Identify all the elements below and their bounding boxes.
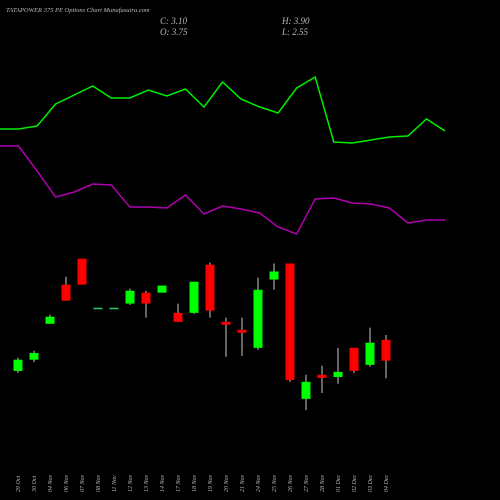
candle-body [45, 316, 55, 324]
summary-close: C: 3.10 [160, 16, 188, 26]
x-tick-label: 06 Nov [64, 474, 70, 492]
x-tick-label: 24 Nov [255, 474, 262, 492]
x-tick-label: 04 Dec [383, 475, 390, 492]
candle-body [301, 381, 311, 399]
x-tick-label: 29 Oct [16, 476, 22, 492]
chart-title: TATAPOWER 375 PE Options Chart Munafasut… [6, 7, 150, 14]
x-tick-label: 13 Nov [144, 474, 150, 492]
x-tick-label: 14 Nov [159, 474, 166, 492]
candle-body [285, 263, 295, 380]
summary-open: O: 3.75 [160, 27, 188, 37]
x-tick-label: 26 Nov [288, 474, 294, 492]
candle-body [157, 285, 167, 293]
x-tick-label: 12 Nov [128, 474, 134, 492]
summary-low: L: 2.55 [281, 27, 309, 37]
candle-body [237, 329, 247, 333]
x-tick-label: 08 Nov [96, 474, 102, 492]
x-tick-label: 07 Nov [80, 474, 86, 492]
candle-body [317, 374, 327, 378]
candle-body [253, 289, 263, 348]
candle-body [205, 264, 215, 311]
x-tick-label: 27 Nov [304, 474, 310, 492]
x-tick-label: 03 Dec [368, 475, 374, 492]
candle-body [221, 321, 231, 325]
candle-body [365, 342, 375, 365]
candle-body [349, 347, 359, 371]
candle-body [189, 281, 199, 313]
x-tick-label: 30 Oct [32, 476, 38, 493]
candle-body [125, 290, 135, 304]
candle-body [141, 292, 151, 304]
x-tick-label: 20 Nov [224, 474, 230, 492]
candle-body [381, 339, 391, 361]
x-tick-label: 04 Nov [47, 474, 54, 492]
x-tick-label: 17 Nov [176, 474, 182, 492]
x-tick-label: 19 Nov [208, 474, 214, 492]
x-tick-label: 02 Dec [352, 475, 358, 492]
candle-body [61, 284, 71, 301]
candle-body [109, 307, 119, 310]
x-tick-label: 21 Nov [240, 474, 246, 492]
x-tick-label: 01 Dec [336, 475, 342, 492]
summary-high: H: 3.90 [281, 16, 310, 26]
candle-body [173, 312, 183, 322]
candle-body [93, 307, 103, 310]
x-tick-label: 28 Nov [320, 474, 326, 492]
indicator-line [0, 145, 445, 235]
x-tick-label: 11 Nov [112, 475, 118, 492]
indicator-line [0, 75, 446, 144]
candle-body [77, 258, 87, 285]
x-tick-label: 25 Nov [272, 474, 278, 492]
candle-body [13, 359, 23, 371]
candle-body [333, 371, 343, 378]
x-tick-label: 18 Nov [192, 474, 198, 492]
candle-body [29, 352, 39, 360]
candle-body [269, 271, 279, 280]
